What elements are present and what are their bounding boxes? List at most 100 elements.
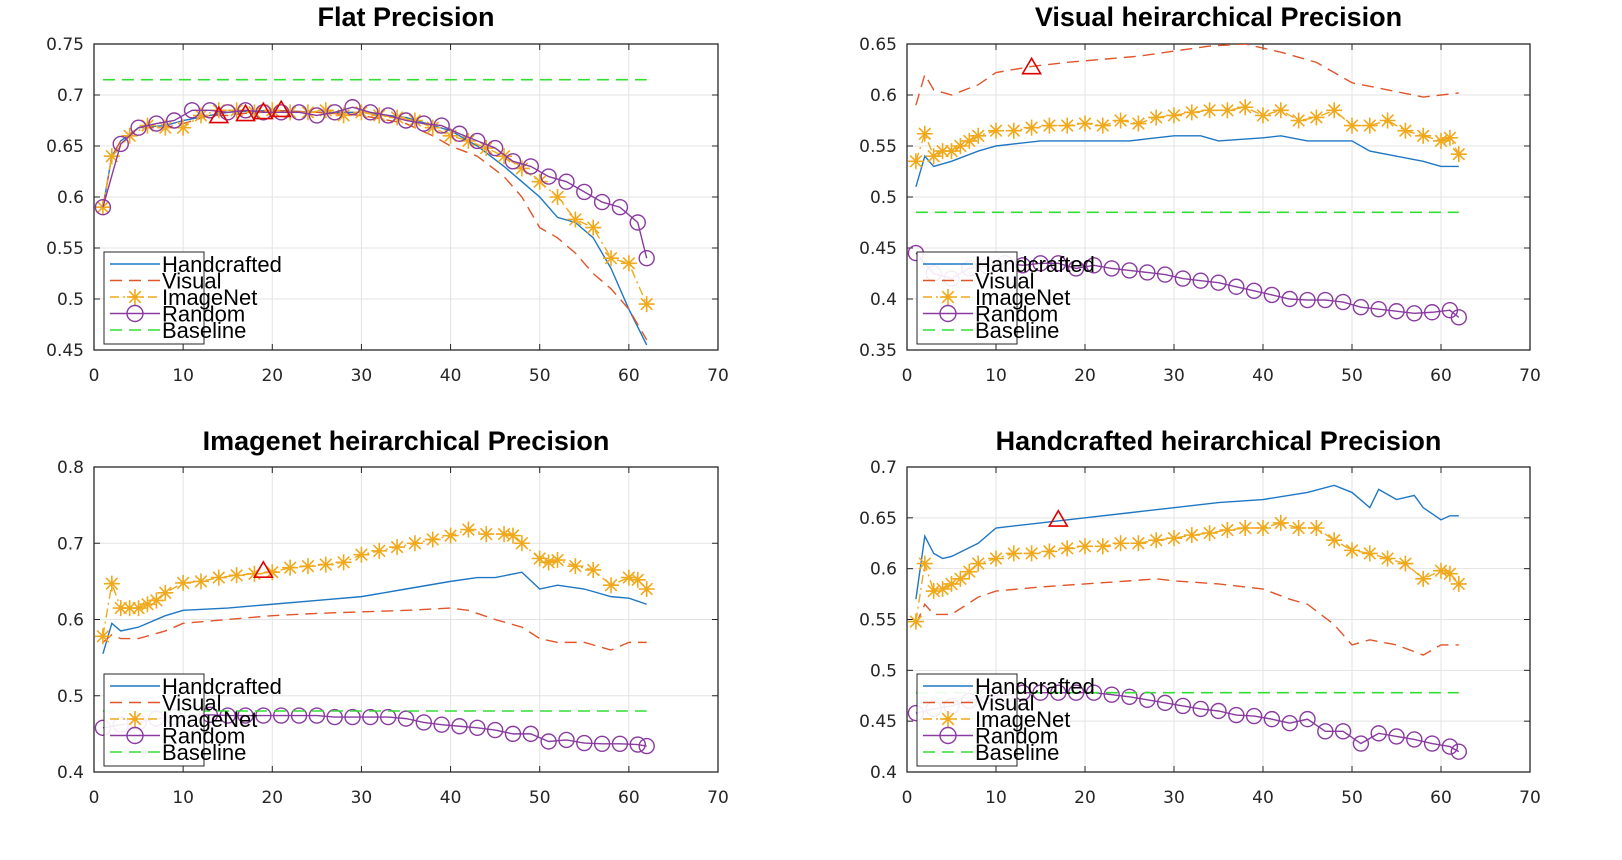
x-tick-label: 10	[172, 366, 194, 386]
imagenet-point	[210, 569, 227, 586]
random-point	[1085, 684, 1103, 701]
random-point	[638, 737, 655, 755]
random-point	[183, 102, 201, 119]
imagenet-point	[406, 535, 423, 552]
x-tick-label: 0	[902, 366, 913, 386]
imagenet-point	[1112, 112, 1129, 129]
y-tick-label: 0.6	[870, 86, 897, 106]
legend-star-marker	[127, 711, 143, 727]
imagenet-point	[513, 535, 530, 552]
random-point	[1245, 282, 1263, 300]
imagenet-point	[157, 584, 174, 601]
series-random-line	[102, 106, 648, 259]
imagenet-point	[1397, 555, 1414, 572]
legend-star-marker	[940, 289, 956, 305]
series-imagenet	[94, 521, 655, 645]
imagenet-point	[1433, 562, 1449, 579]
random-point	[1406, 731, 1423, 748]
imagenet-point	[1219, 522, 1236, 539]
random-point	[290, 707, 308, 724]
imagenet-point	[531, 550, 548, 567]
imagenet-point	[1326, 102, 1343, 119]
x-tick-label: 60	[1430, 788, 1452, 808]
legend-circle-marker	[939, 304, 957, 323]
random-point	[1334, 293, 1352, 311]
legend-label: Handcrafted	[162, 252, 282, 277]
random-point	[1423, 735, 1441, 752]
random-point	[1317, 723, 1334, 740]
x-tick-label: 50	[529, 788, 551, 808]
random-point	[415, 115, 433, 132]
imagenet-point	[1077, 538, 1093, 555]
imagenet-point	[121, 600, 138, 617]
series-imagenet	[907, 514, 1467, 630]
imagenet-point	[192, 107, 209, 124]
legend-label: Random	[162, 724, 245, 749]
random-point	[451, 125, 468, 142]
imagenet-point	[1094, 117, 1111, 134]
random-point	[1388, 728, 1405, 745]
imagenet-point	[1397, 122, 1414, 139]
imagenet-point	[1041, 543, 1058, 560]
legend-label: ImageNet	[162, 285, 257, 310]
x-tick-label: 20	[1074, 366, 1096, 386]
y-tick-label: 0.4	[870, 763, 897, 783]
random-point	[1103, 686, 1120, 703]
y-tick-label: 0.55	[859, 137, 897, 157]
series-visual-line	[915, 578, 1459, 656]
imagenet-point	[1130, 535, 1147, 552]
random-point	[148, 115, 165, 132]
random-point	[522, 725, 539, 743]
imagenet-point	[1379, 112, 1396, 129]
imagenet-point	[496, 148, 513, 165]
imagenet-point	[371, 107, 388, 124]
legend-label: ImageNet	[975, 707, 1070, 732]
random-point	[255, 707, 272, 724]
random-point	[1450, 743, 1468, 760]
imagenet-point	[192, 573, 209, 590]
imagenet-point	[175, 119, 192, 136]
y-tick-label: 0.5	[57, 687, 84, 707]
grid	[93, 466, 719, 773]
y-tick-label: 0.6	[870, 560, 897, 580]
highlight-triangle-marker	[252, 101, 274, 120]
imagenet-point	[299, 104, 316, 121]
random-point	[593, 735, 611, 752]
imagenet-point	[1059, 117, 1076, 134]
x-tick-label: 40	[440, 366, 462, 386]
y-tick-label: 0.5	[870, 661, 897, 681]
imagenet-point	[1201, 525, 1218, 542]
random-point	[1245, 707, 1263, 725]
imagenet-point	[943, 575, 960, 592]
imagenet-point	[1379, 550, 1396, 567]
imagenet-point	[246, 104, 263, 121]
legend-label: Baseline	[162, 318, 246, 343]
imagenet-point	[1290, 112, 1307, 129]
imagenet-point	[567, 211, 584, 228]
series-handcrafted-line	[102, 571, 647, 655]
imagenet-point	[94, 199, 111, 216]
highlight-triangle-marker	[1047, 509, 1069, 527]
random-point	[1334, 723, 1352, 740]
series-imagenet-line	[915, 522, 1460, 622]
random-point	[504, 153, 522, 170]
random-point	[1299, 291, 1316, 309]
random-point	[1192, 700, 1209, 718]
random-point	[397, 112, 415, 129]
imagenet-point	[934, 581, 951, 597]
series-handcrafted	[915, 484, 1459, 600]
random-point	[237, 707, 254, 724]
x-tick-label: 20	[261, 788, 283, 808]
imagenet-point	[925, 583, 942, 600]
imagenet-point	[513, 160, 530, 177]
x-tick-label: 40	[1252, 366, 1274, 386]
y-tick-label: 0.65	[46, 137, 84, 157]
imagenet-point	[549, 189, 566, 205]
imagenet-point	[1272, 102, 1289, 119]
imagenet-point	[478, 140, 495, 157]
imagenet-point	[629, 571, 646, 588]
random-point	[540, 733, 557, 750]
highlight-triangle-marker	[270, 99, 292, 118]
legend-label: ImageNet	[975, 285, 1070, 310]
